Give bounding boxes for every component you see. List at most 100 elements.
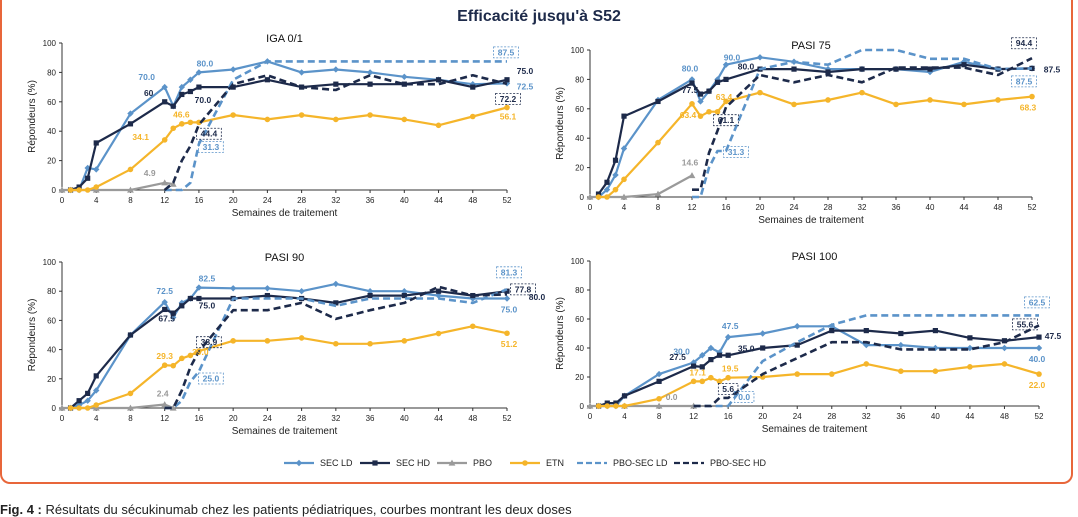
data-point: [603, 186, 611, 193]
data-point: [435, 292, 442, 299]
data-point: [298, 335, 305, 341]
data-point: [791, 66, 797, 72]
x-tick-label: 40: [931, 412, 940, 421]
data-point: [859, 89, 865, 96]
data-label-text: 39.0: [192, 347, 209, 357]
data-label-text: 25.0: [203, 374, 220, 384]
data-point: [1029, 93, 1035, 100]
data-label: 27.5: [669, 352, 686, 362]
data-point: [757, 89, 763, 96]
x-tick-label: 44: [434, 414, 443, 423]
data-point: [93, 387, 100, 394]
y-tick-label: 20: [575, 373, 584, 382]
data-point: [170, 362, 177, 369]
x-tick-label: 4: [622, 412, 627, 421]
y-tick-label: 0: [580, 193, 585, 202]
data-point: [196, 84, 202, 90]
series-sec-ld: [595, 54, 1036, 201]
data-point: [195, 69, 203, 76]
data-label: 80.0: [738, 61, 755, 71]
data-label-text: 75.0: [501, 305, 518, 315]
data-label: 25.0: [198, 372, 224, 385]
data-point: [966, 344, 974, 352]
legend-item-pbo-sec-ld: PBO-SEC LD: [577, 458, 668, 468]
x-tick-label: 20: [229, 196, 238, 205]
data-label: 90.0: [724, 53, 741, 63]
data-label-text: 72.5: [517, 81, 534, 91]
data-label-box: [495, 92, 521, 105]
data-label: 51.2: [501, 339, 518, 349]
data-point: [187, 352, 194, 359]
data-point: [1001, 361, 1008, 367]
data-label-text: 67.5: [158, 313, 175, 323]
x-tick-label: 40: [926, 203, 935, 212]
legend-label: PBO-SEC HD: [710, 458, 767, 468]
data-label-text: 82.5: [199, 274, 216, 284]
figure-title: Efficacité jusqu'à S52: [457, 8, 621, 25]
data-label-text: 87.5: [1016, 76, 1033, 86]
data-point: [84, 187, 91, 193]
data-point: [401, 338, 408, 344]
data-label: 47.5: [722, 321, 739, 331]
x-tick-label: 20: [229, 414, 238, 423]
data-label: 30.0: [673, 347, 690, 357]
data-point: [1001, 344, 1008, 352]
legend-label: PBO: [473, 458, 492, 468]
legend-item-sec-hd: SEC HD: [360, 458, 431, 468]
data-label-text: 75.0: [517, 66, 534, 76]
data-point: [1001, 338, 1008, 344]
data-label-text: 31.3: [728, 147, 745, 157]
series-line: [164, 285, 508, 410]
data-point: [716, 349, 723, 356]
data-label: 70.0: [138, 72, 155, 82]
data-point: [187, 119, 194, 126]
data-point: [435, 77, 442, 83]
data-point: [229, 66, 237, 73]
data-label-text: 47.5: [722, 321, 739, 331]
data-point: [967, 335, 973, 341]
data-label-text: 80.0: [682, 63, 699, 73]
x-tick-label: 32: [858, 203, 867, 212]
data-point: [435, 122, 442, 129]
y-tick-label: 60: [47, 316, 56, 325]
data-point: [161, 179, 169, 186]
legend-item-pbo: PBO: [437, 458, 492, 468]
x-tick-label: 44: [965, 412, 974, 421]
x-tick-label: 32: [331, 196, 340, 205]
data-label: 47.5: [1045, 331, 1062, 341]
data-label: 82.5: [199, 274, 216, 284]
data-point: [621, 176, 627, 183]
data-point: [655, 98, 661, 105]
data-point: [196, 295, 202, 302]
data-label-box: [1011, 37, 1037, 50]
x-tick-label: 24: [793, 412, 802, 421]
data-label: 77.5: [682, 85, 699, 95]
data-point: [722, 61, 730, 68]
data-point: [161, 298, 168, 306]
data-point: [161, 401, 169, 408]
x-tick-label: 24: [263, 414, 272, 423]
data-label-box: [198, 141, 224, 153]
data-point: [621, 403, 628, 409]
data-label: 80.0: [197, 58, 214, 68]
data-label: 5.6: [717, 382, 739, 395]
data-point: [927, 66, 933, 72]
data-point: [791, 101, 797, 108]
data-point: [794, 323, 801, 330]
figure-caption: Fig. 4 : Résultats du sécukinumab chez l…: [0, 502, 1078, 517]
data-label-box: [1011, 75, 1037, 88]
data-point: [828, 371, 835, 377]
data-label: 2.4: [157, 388, 169, 398]
chart-title: PASI 75: [791, 40, 831, 52]
y-axis-label: Répondeurs (%): [27, 299, 38, 372]
x-tick-label: 48: [468, 414, 477, 423]
data-point: [654, 190, 662, 197]
data-point: [161, 137, 168, 143]
data-label-text: 60: [144, 88, 154, 98]
data-label-box: [510, 283, 536, 296]
data-point: [503, 295, 511, 302]
